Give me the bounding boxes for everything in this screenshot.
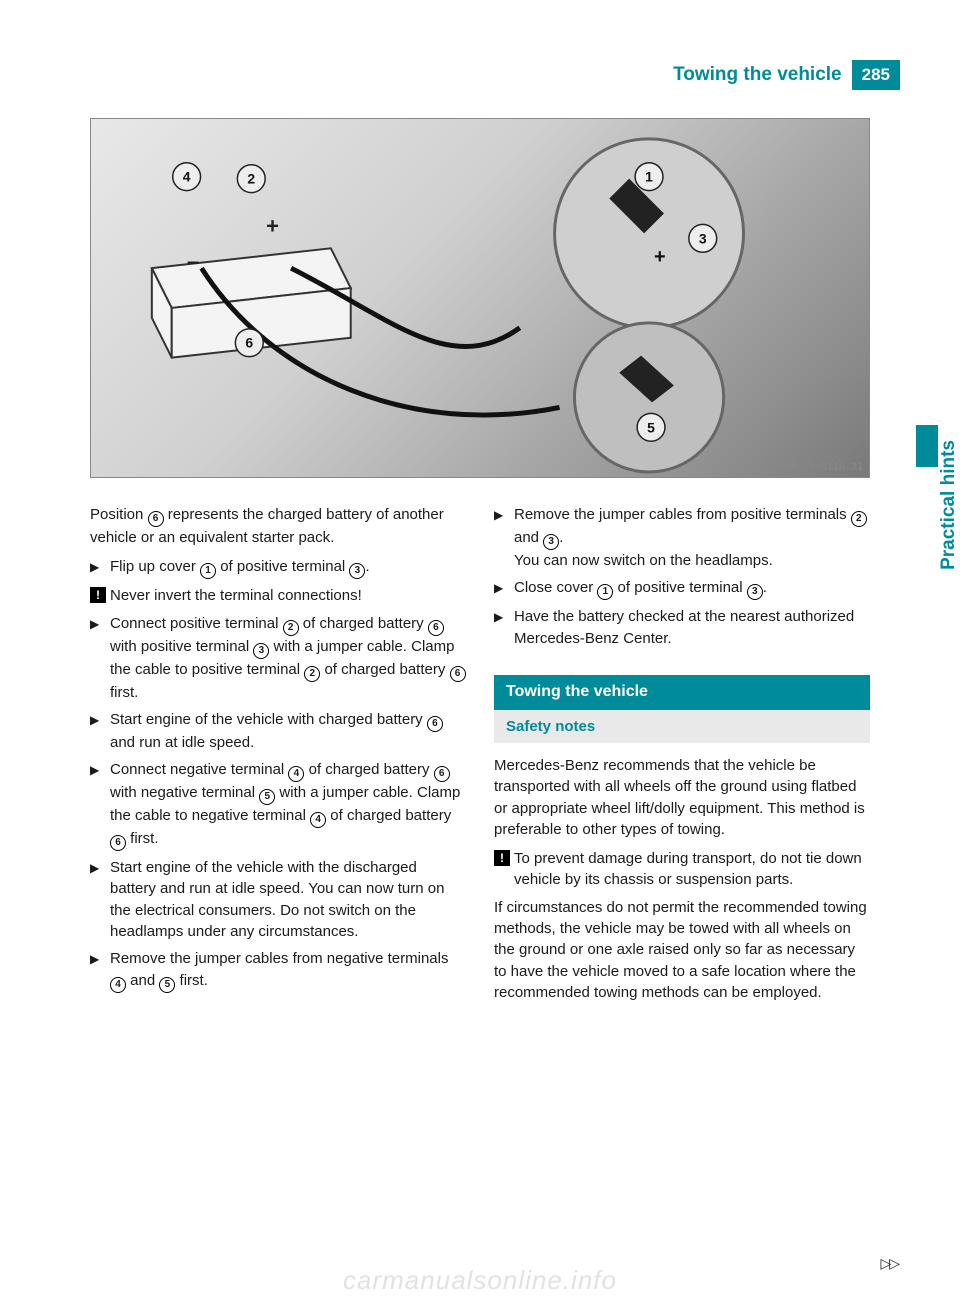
step-4: ▶ Connect negative terminal 4 of charged… [90,759,466,851]
step-7: ▶ Remove the jumper cables from positive… [494,504,870,571]
warning-icon: ! [494,850,510,866]
svg-text:−: − [187,250,200,275]
left-column: Position 6 represents the charged batter… [90,504,466,1011]
diagram-svg: + − + − 123456 [91,119,869,477]
side-tab-accent [916,425,938,467]
step-8: ▶ Close cover 1 of positive terminal 3. [494,577,870,600]
towing-p2: If circumstances do not permit the recom… [494,897,870,1003]
right-column: ▶ Remove the jumper cables from positive… [494,504,870,1011]
header-page-number: 285 [852,60,900,90]
intro-text: Position 6 represents the charged batter… [90,504,466,548]
step-9: ▶ Have the battery checked at the neares… [494,606,870,649]
step-marker-icon: ▶ [494,577,514,600]
header-title: Towing the vehicle [673,64,842,86]
note-transport: ! To prevent damage during transport, do… [494,848,870,891]
step-marker-icon: ▶ [90,948,110,992]
step-marker-icon: ▶ [494,504,514,571]
step-1: ▶ Flip up cover 1 of positive terminal 3… [90,556,466,579]
svg-text:2: 2 [247,171,255,187]
note-invert: ! Never invert the terminal connections! [90,585,466,606]
towing-p1: Mercedes-Benz recommends that the vehicl… [494,755,870,840]
side-tab-label: Practical hints [938,440,960,570]
step-2: ▶ Connect positive terminal 2 of charged… [90,613,466,703]
page: Towing the vehicle 285 Practical hints +… [0,0,960,1302]
step-6: ▶ Remove the jumper cables from negative… [90,948,466,992]
step-3: ▶ Start engine of the vehicle with charg… [90,709,466,753]
continue-icon: ▷▷ [880,1255,898,1272]
svg-text:5: 5 [647,419,655,435]
body-columns: Position 6 represents the charged batter… [90,504,870,1011]
section-heading-towing: Towing the vehicle [494,675,870,710]
svg-text:1: 1 [645,169,653,185]
page-header: Towing the vehicle 285 [90,60,900,90]
figure-code: P54.10-3118-31 [779,462,863,473]
svg-text:+: + [266,213,279,238]
jump-start-diagram: + − + − 123456 P54.10-3118-31 [90,118,870,478]
svg-text:+: + [654,246,666,268]
step-marker-icon: ▶ [90,709,110,753]
step-marker-icon: ▶ [494,606,514,649]
watermark-text: carmanualsonline.info [0,1265,960,1296]
step-5: ▶ Start engine of the vehicle with the d… [90,857,466,942]
svg-text:6: 6 [245,335,253,351]
sub-heading-safety: Safety notes [494,710,870,743]
circ-6-icon: 6 [148,511,164,527]
svg-text:4: 4 [183,169,191,185]
step-marker-icon: ▶ [90,857,110,942]
warning-icon: ! [90,587,106,603]
svg-text:3: 3 [699,230,707,246]
step-marker-icon: ▶ [90,613,110,703]
step-marker-icon: ▶ [90,759,110,851]
step-marker-icon: ▶ [90,556,110,579]
